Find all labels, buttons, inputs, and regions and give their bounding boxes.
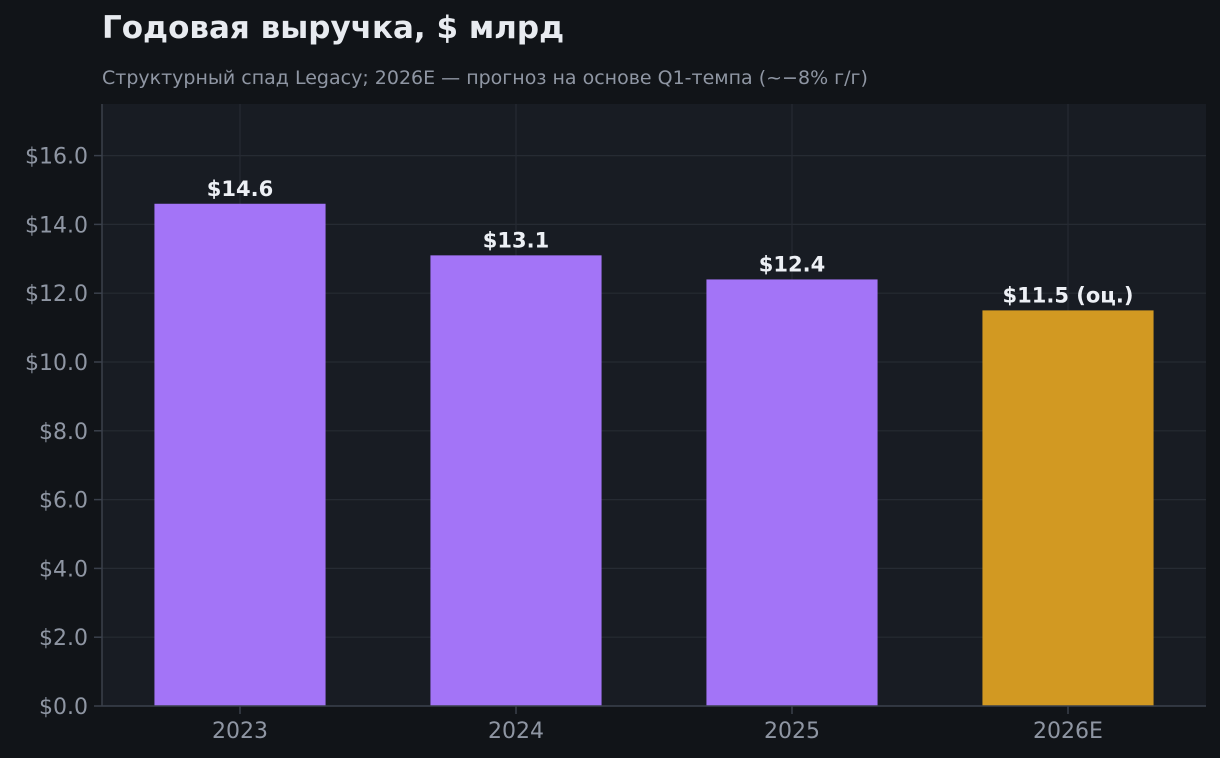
y-tick-label: $12.0	[25, 282, 88, 307]
bars	[154, 203, 1154, 707]
bar-value-label: $12.4	[759, 252, 825, 276]
y-tick-label: $10.0	[25, 351, 88, 376]
bar-value-label: $14.6	[207, 177, 273, 201]
y-tick-label: $2.0	[39, 626, 88, 651]
bar-2024	[430, 255, 602, 707]
x-tick-label: 2026E	[1033, 719, 1103, 744]
bar-value-label: $11.5 (оц.)	[1003, 283, 1134, 307]
y-tick-label: $0.0	[39, 695, 88, 720]
bar-value-label: $13.1	[483, 228, 549, 252]
y-tick-label: $8.0	[39, 420, 88, 445]
y-tick-label: $4.0	[39, 557, 88, 582]
x-tick-label: 2024	[488, 719, 544, 744]
x-tick-label: 2023	[212, 719, 268, 744]
x-tick-label: 2025	[764, 719, 820, 744]
bar-estimate-2026E	[982, 310, 1154, 706]
bar-2025	[706, 279, 878, 706]
data-labels: $14.6 $13.1 $12.4 $11.5 (оц.)	[207, 177, 1134, 308]
axes	[94, 104, 1206, 714]
chart-title: Годовая выручка, $ млрд	[102, 10, 564, 46]
tick-labels: $0.0 $2.0 $4.0 $6.0 $8.0 $10.0 $12.0 $14.0 $16.0…	[25, 145, 1103, 744]
chart-subtitle: Структурный спад Legacy; 2026E — прогноз…	[102, 67, 868, 89]
bar-2023	[154, 203, 326, 706]
y-tick-label: $16.0	[25, 145, 88, 170]
y-tick-label: $14.0	[25, 213, 88, 238]
y-tick-label: $6.0	[39, 489, 88, 514]
